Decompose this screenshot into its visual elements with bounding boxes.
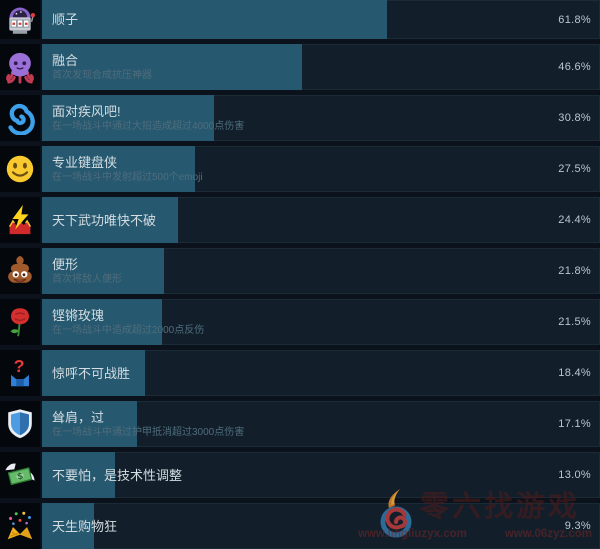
achievement-title: 面对疾风吧!	[52, 103, 121, 119]
confetti-icon	[0, 503, 40, 549]
progress-bar: 不要怕，是技术性调整 13.0%	[42, 452, 600, 498]
progress-bar: 耸肩，过 在一场战斗中通过护甲抵消超过3000点伤害 17.1%	[42, 401, 600, 447]
achievement-description: 在一场战斗中发射超过500个emoji	[52, 171, 203, 183]
global-percent: 30.8%	[558, 112, 591, 124]
progress-fill	[42, 197, 179, 243]
achievement-row: $ 不要怕，是技术性调整 13.0%	[0, 452, 600, 498]
achievement-row: 便形 首次将敌人便形 21.8%	[0, 248, 600, 294]
achievement-title: 铿锵玫瑰	[52, 307, 105, 323]
global-percent: 61.8%	[558, 13, 591, 26]
achievement-row: 面对疾风吧! 在一场战斗中通过大招造成超过4000点伤害 30.8%	[0, 95, 600, 141]
global-percent: 46.6%	[558, 61, 591, 73]
progress-fill	[42, 452, 115, 498]
achievement-title: 顺子	[52, 12, 79, 27]
global-percent: 24.4%	[558, 214, 591, 226]
svg-text:?: ?	[14, 356, 25, 376]
achievement-row: 顺子 61.8%	[0, 0, 600, 39]
global-percent: 21.5%	[558, 316, 591, 328]
progress-bar: 专业键盘侠 在一场战斗中发射超过500个emoji 27.5%	[42, 146, 600, 192]
global-percent: 18.4%	[558, 367, 591, 379]
global-percent: 27.5%	[558, 163, 591, 175]
achievement-title: 耸肩，过	[52, 409, 105, 425]
global-percent: 9.3%	[564, 520, 591, 532]
cyclone-icon	[0, 95, 40, 141]
progress-fill	[42, 248, 164, 294]
achievement-title: 不要怕，是技术性调整	[52, 467, 183, 483]
achievement-row: 天生购物狂 9.3%	[0, 503, 600, 549]
poop-icon	[0, 248, 40, 294]
achievement-row: ? 惊呼不可战胜 18.4%	[0, 350, 600, 396]
progress-fill	[42, 299, 162, 345]
achievement-title: 天生购物狂	[52, 518, 118, 534]
achievement-description: 在一场战斗中通过大招造成超过4000点伤害	[52, 120, 245, 132]
achievement-description: 首次发现合成抗压神器	[52, 69, 152, 81]
achievement-row: 耸肩，过 在一场战斗中通过护甲抵消超过3000点伤害 17.1%	[0, 401, 600, 447]
global-percent: 13.0%	[558, 469, 591, 481]
progress-bar: 天下武功唯快不破 24.4%	[42, 197, 600, 243]
achievement-row: 融合 首次发现合成抗压神器 46.6%	[0, 44, 600, 90]
achievement-title: 专业键盘侠	[52, 154, 118, 170]
shield-icon	[0, 401, 40, 447]
progress-fill	[42, 401, 138, 447]
question-box-icon: ?	[0, 350, 40, 396]
achievement-row: 天下武功唯快不破 24.4%	[0, 197, 600, 243]
achievement-description: 在一场战斗中通过护甲抵消超过3000点伤害	[52, 426, 245, 438]
progress-fill	[42, 350, 145, 396]
progress-bar: 面对疾风吧! 在一场战斗中通过大招造成超过4000点伤害 30.8%	[42, 95, 600, 141]
progress-bar: 惊呼不可战胜 18.4%	[42, 350, 600, 396]
progress-bar: 便形 首次将敌人便形 21.8%	[42, 248, 600, 294]
flying-money-icon: $	[0, 452, 40, 498]
lightning-icon	[0, 197, 40, 243]
progress-fill	[42, 44, 303, 90]
progress-fill	[42, 95, 214, 141]
achievement-row: 专业键盘侠 在一场战斗中发射超过500个emoji 27.5%	[0, 146, 600, 192]
achievement-description: 在一场战斗中造成超过2000点反伤	[52, 324, 205, 336]
achievement-title: 融合	[52, 52, 79, 68]
progress-bar: 顺子 61.8%	[42, 0, 600, 39]
achievement-row: 铿锵玫瑰 在一场战斗中造成超过2000点反伤 21.5%	[0, 299, 600, 345]
progress-fill	[42, 146, 196, 192]
achievement-title: 惊呼不可战胜	[52, 365, 131, 381]
progress-bar: 铿锵玫瑰 在一场战斗中造成超过2000点反伤 21.5%	[42, 299, 600, 345]
achievement-title: 便形	[52, 256, 79, 272]
achievement-description: 首次将敌人便形	[52, 273, 122, 285]
octopus-icon	[0, 44, 40, 90]
svg-text:$: $	[16, 471, 24, 483]
progress-fill	[42, 503, 94, 549]
progress-bar: 天生购物狂 9.3%	[42, 503, 600, 549]
smiley-icon	[0, 146, 40, 192]
progress-bar: 融合 首次发现合成抗压神器 46.6%	[42, 44, 600, 90]
global-percent: 21.8%	[558, 265, 591, 277]
slot-machine-icon	[0, 0, 40, 39]
progress-fill	[42, 0, 387, 39]
global-percent: 17.1%	[558, 418, 591, 430]
achievement-title: 天下武功唯快不破	[52, 212, 157, 228]
rose-icon	[0, 299, 40, 345]
